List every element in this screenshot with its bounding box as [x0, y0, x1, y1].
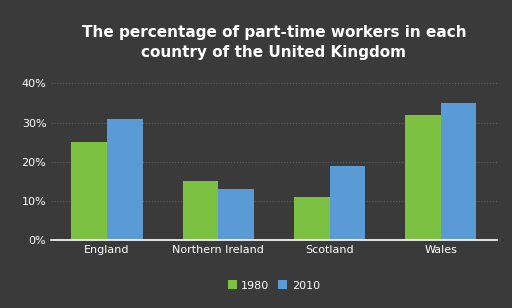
Bar [218, 189, 254, 240]
Bar [72, 142, 107, 240]
Bar [107, 119, 143, 240]
Bar [330, 166, 365, 240]
Bar [183, 181, 218, 240]
Bar [294, 197, 330, 240]
Bar [441, 103, 476, 240]
Legend: 1980, 2010: 1980, 2010 [224, 276, 324, 295]
Title: The percentage of part-time workers in each
country of the United Kingdom: The percentage of part-time workers in e… [81, 25, 466, 60]
Bar [405, 115, 441, 240]
